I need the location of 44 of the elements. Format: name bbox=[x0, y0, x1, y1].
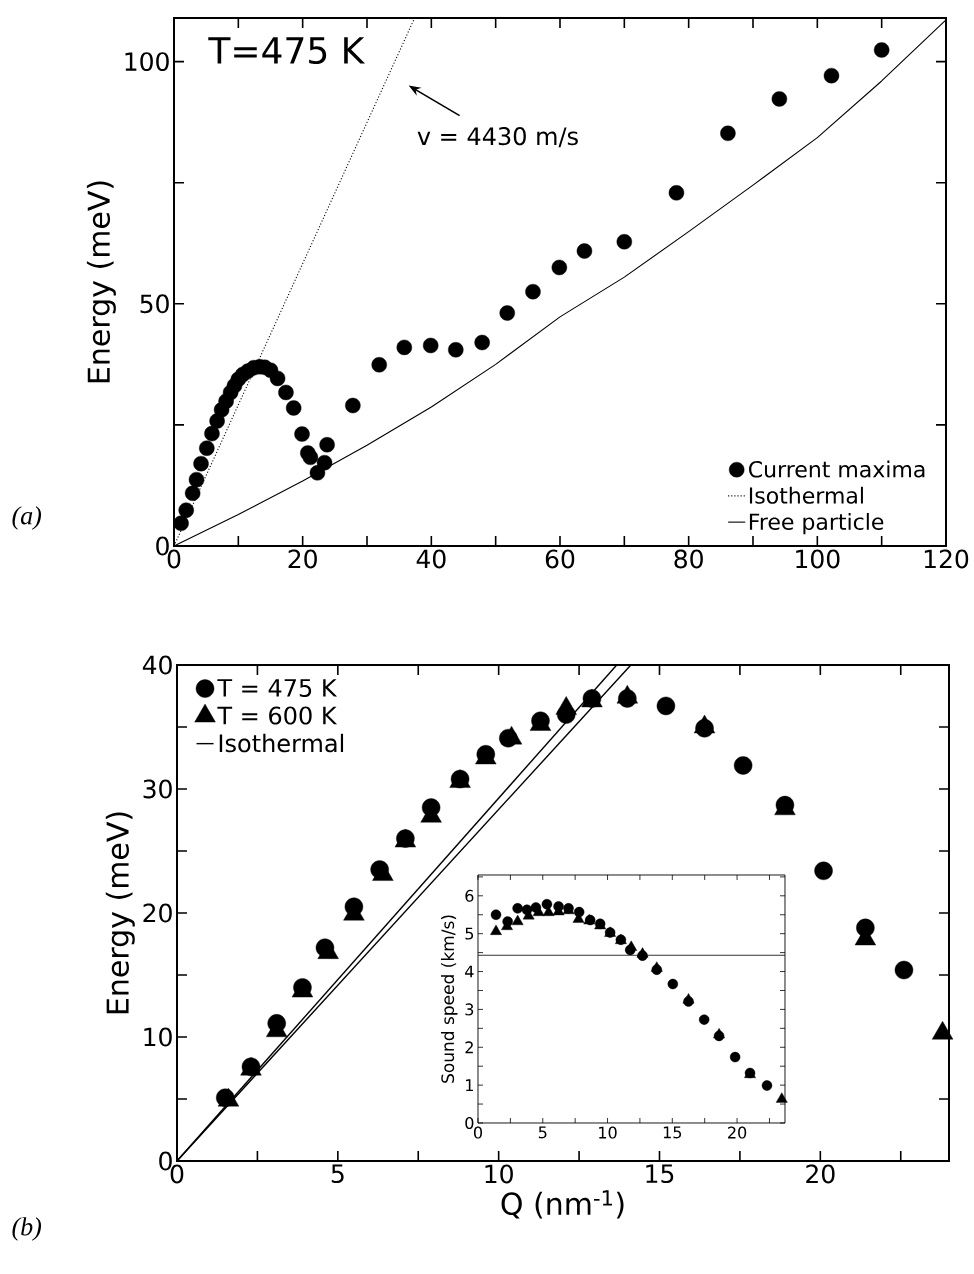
x-tick-label: 120 bbox=[924, 549, 969, 569]
x-tick-label: 5 bbox=[331, 1164, 344, 1184]
y-tick-label: 40 bbox=[142, 655, 172, 675]
x-tick-label: 100 bbox=[796, 549, 840, 569]
x-tick-label: 10 bbox=[485, 1164, 513, 1184]
x-tick-label: 80 bbox=[674, 549, 703, 569]
x-tick-label: 40 bbox=[416, 549, 446, 569]
annotation: T=475 K bbox=[208, 37, 366, 65]
x-tick-label: 15 bbox=[646, 1164, 674, 1184]
x-tick-label: 15 bbox=[663, 1126, 682, 1139]
y-tick-label: 20 bbox=[143, 903, 172, 923]
y-tick-label: 3 bbox=[465, 1003, 474, 1016]
y-tick-label: 2 bbox=[465, 1041, 473, 1054]
y-tick-label: 0 bbox=[159, 1151, 172, 1171]
y-tick-label: 6 bbox=[465, 889, 474, 902]
y-tick-label: 5 bbox=[465, 927, 474, 940]
legend-label: T = 475 K bbox=[217, 679, 338, 697]
y-tick-label: 0 bbox=[465, 1116, 474, 1130]
y-axis-title: Sound speed (km/s) bbox=[440, 915, 458, 1083]
y-tick-label: 0 bbox=[156, 536, 169, 556]
text: (a) bbox=[12, 506, 42, 530]
text: (b) bbox=[12, 1217, 42, 1241]
x-tick-label: 60 bbox=[545, 549, 575, 569]
y-tick-label: 100 bbox=[125, 52, 169, 72]
x-tick-label: 20 bbox=[806, 1164, 835, 1184]
legend-label: Isothermal bbox=[219, 733, 344, 753]
x-tick-label: 5 bbox=[538, 1126, 547, 1139]
x-axis-title: Q (nm$^{-1}$) bbox=[501, 1190, 624, 1219]
y-tick-label: 30 bbox=[143, 779, 172, 799]
legend-label: Isothermal bbox=[749, 486, 863, 504]
legend-label: Current maxima bbox=[749, 460, 925, 478]
y-axis-title: Energy (meV) bbox=[105, 812, 135, 1014]
x-tick-label: 10 bbox=[599, 1126, 617, 1139]
y-tick-label: 10 bbox=[144, 1027, 172, 1047]
x-tick-label: 20 bbox=[288, 549, 317, 569]
x-tick-label: 0 bbox=[473, 1126, 483, 1139]
legend-label: T = 600 K bbox=[217, 706, 338, 725]
legend-label: Free particle bbox=[749, 513, 884, 535]
y-tick-label: 50 bbox=[140, 294, 169, 314]
y-axis-title: Energy (meV) bbox=[86, 181, 116, 383]
annotation: v = 4430 m/s bbox=[417, 127, 578, 148]
y-tick-label: 1 bbox=[466, 1079, 473, 1091]
y-tick-label: 4 bbox=[465, 965, 474, 978]
x-tick-label: 20 bbox=[728, 1126, 747, 1139]
